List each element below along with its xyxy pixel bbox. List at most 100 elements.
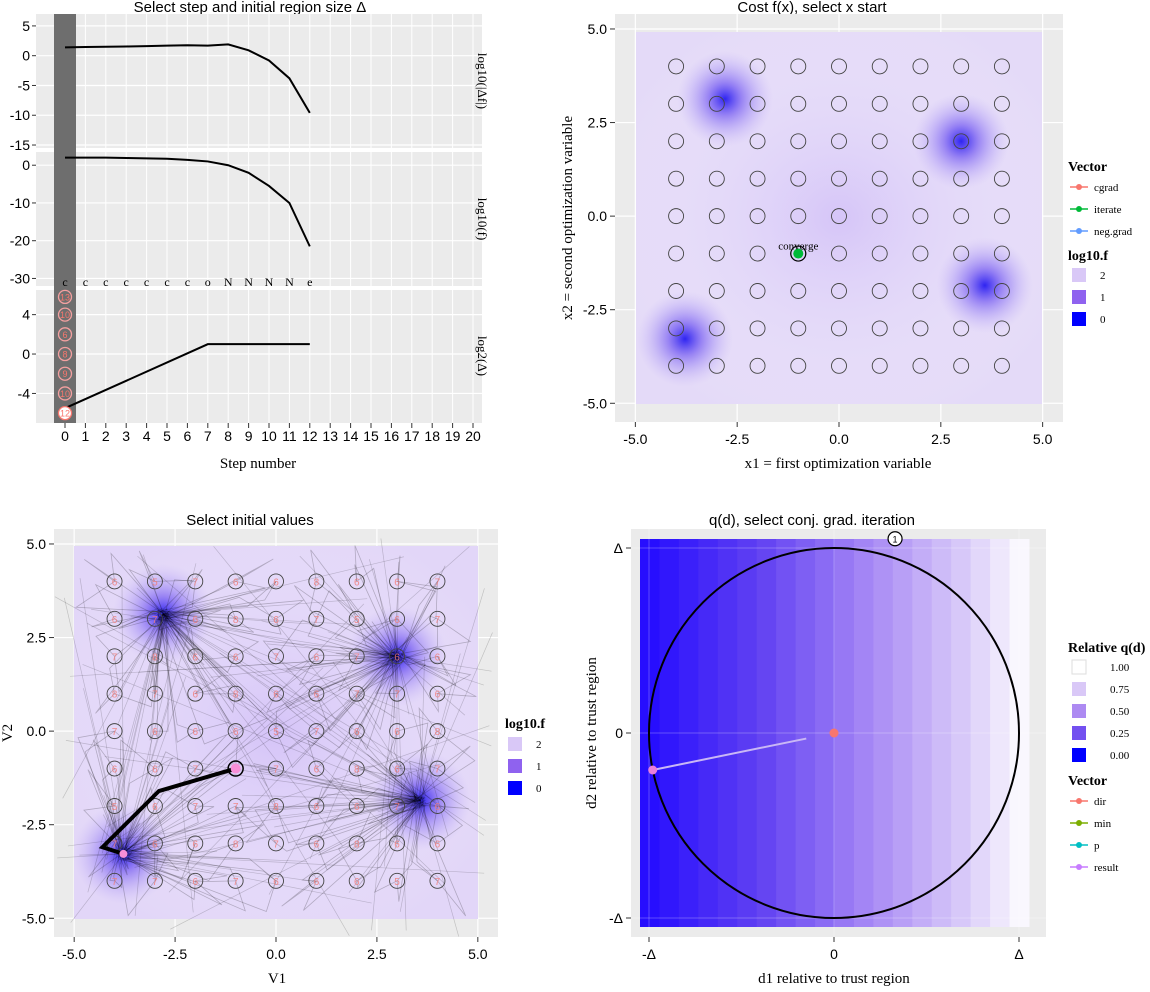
cost-legend-fill-label: 2 (1100, 270, 1106, 282)
init-cell-label: 5 (273, 727, 279, 738)
delta-circle[interactable]: 12 (59, 407, 72, 420)
steps-facet-1-bg (36, 14, 482, 148)
q-legend-vector-label: min (1094, 818, 1112, 830)
init-selected-start[interactable] (231, 764, 241, 774)
steps-y-tick-label: -20 (10, 233, 30, 249)
init-cell-label: 7 (273, 839, 279, 850)
q-title: q(d), select conj. grad. iteration (709, 512, 915, 529)
cost-legend-vector-label: neg.grad (1094, 226, 1133, 238)
init-title: Select initial values (186, 512, 314, 529)
init-cell-label: 6 (394, 765, 400, 776)
q-legend-vector-dot (1076, 864, 1082, 870)
steps-strip-1: log10(|Δf|) (475, 53, 490, 109)
q-ylabel: d2 relative to trust region (584, 657, 600, 809)
steps-x-tick-label: 1 (82, 428, 90, 444)
steps-y-tick-label: 0 (22, 48, 30, 64)
step-selection-band[interactable] (54, 14, 76, 423)
cost-xlabel: x1 = first optimization variable (745, 456, 932, 472)
init-cell-label: 6 (233, 577, 239, 588)
cost-legend-fill-label: 1 (1100, 292, 1106, 304)
start-label: converge (778, 241, 818, 253)
init-cell-label: 7 (435, 577, 441, 588)
q-x-tick-label: 0 (830, 946, 838, 962)
init-legend-fill-title: log10.f (505, 717, 545, 732)
init-cell-label: 6 (112, 765, 118, 776)
init-cell-label: 6 (314, 802, 320, 813)
cost-panel: Cost f(x), select x start converge -5.0-… (560, 0, 1133, 472)
steps-x-tick-label: 16 (384, 428, 400, 444)
steps-x-tick-label: 8 (224, 428, 232, 444)
steps-x-tick-label: 17 (404, 428, 420, 444)
q-legend-vector-dot (1076, 820, 1082, 826)
q-legend-fill-swatch (1072, 726, 1086, 740)
delta-circle[interactable]: 13 (59, 290, 72, 303)
init-cell-label: 6 (112, 577, 118, 588)
init-cell-label: 6 (435, 690, 441, 701)
init-cell-label: 8 (112, 690, 118, 701)
cost-legend-vector-dot (1076, 184, 1082, 190)
init-cell-label: 6 (192, 877, 198, 888)
init-cell-label: 7 (314, 615, 320, 626)
init-x-tick-label: 0.0 (266, 946, 286, 962)
init-cell-label: 8 (233, 839, 239, 850)
step-code-label: c (83, 275, 88, 289)
steps-x-tick-label: 18 (424, 428, 440, 444)
init-x-tick-label: 5.0 (468, 946, 488, 962)
q-legend-fill-label: 1.00 (1110, 662, 1130, 674)
init-cell-label: 6 (152, 727, 158, 738)
q-legend-fill-label: 0.00 (1110, 750, 1130, 762)
cost-y-tick-label: -2.5 (583, 302, 607, 318)
init-selected-end (119, 850, 127, 858)
q-legend-vector-label: result (1094, 862, 1118, 874)
init-cell-label: 6 (394, 839, 400, 850)
init-xlabel: V1 (268, 971, 286, 987)
delta-circle[interactable]: 10 (59, 387, 72, 400)
delta-circle-label: 10 (60, 389, 70, 399)
steps-y-tick-label: -10 (10, 195, 30, 211)
init-legend-fill-label: 2 (536, 739, 542, 751)
init-cell-label: 7 (233, 877, 239, 888)
delta-circle[interactable]: 10 (59, 308, 72, 321)
init-cell-label: 6 (435, 839, 441, 850)
init-cell-label: 6 (314, 877, 320, 888)
q-legend-fill-swatch (1072, 748, 1086, 762)
init-cell-label: 6 (354, 877, 360, 888)
init-cell-label: 7 (394, 802, 400, 813)
init-legend-fill-label: 0 (536, 783, 542, 795)
init-cell-label: 7 (152, 615, 158, 626)
cost-legend-fill-swatch (1072, 312, 1086, 326)
steps-y-tick-label: -5 (18, 77, 31, 93)
cost-x-tick-label: -2.5 (725, 431, 749, 447)
init-cell-label: 6 (192, 839, 198, 850)
delta-circle-label: 6 (62, 330, 67, 340)
q-x-tick-label: -Δ (642, 946, 656, 962)
steps-x-tick-label: 4 (143, 428, 151, 444)
steps-x-tick-label: 10 (261, 428, 277, 444)
q-dir-point[interactable] (830, 729, 839, 738)
step-code-label: c (144, 275, 149, 289)
delta-circle-label: 9 (62, 369, 67, 379)
steps-y-tick-label: 0 (22, 157, 30, 173)
init-cell-label: 6 (192, 615, 198, 626)
cost-minimum-well (637, 291, 733, 387)
delta-circle-label: 12 (60, 409, 70, 419)
init-legend-fill-swatch (508, 737, 522, 751)
init-cell-label: 6 (112, 615, 118, 626)
init-y-tick-label: -2.5 (22, 817, 46, 833)
delta-circle-label: 13 (60, 292, 70, 302)
init-cell-label: 6 (354, 577, 360, 588)
cost-legend-vector-label: cgrad (1094, 182, 1119, 194)
init-ylabel: V2 (0, 724, 16, 742)
init-cell-label: 6 (273, 877, 279, 888)
q-result-point[interactable] (648, 766, 657, 775)
init-y-tick-label: 2.5 (27, 630, 47, 646)
steps-facet-3-bg (36, 290, 482, 423)
steps-y-tick-label: -4 (18, 385, 31, 401)
init-cell-label: 8 (152, 652, 158, 663)
init-cell-label: 6 (152, 765, 158, 776)
init-cell-label: 7 (273, 652, 279, 663)
